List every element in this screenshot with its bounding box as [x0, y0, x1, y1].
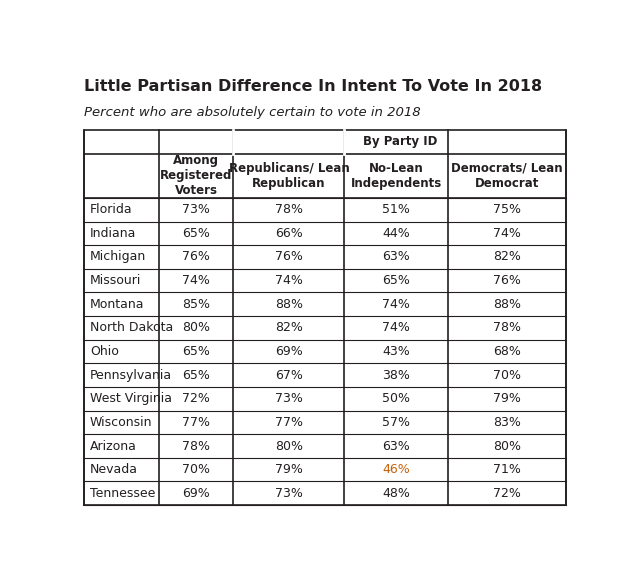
Text: 63%: 63% [382, 250, 410, 263]
Text: 73%: 73% [275, 487, 303, 500]
Text: 65%: 65% [182, 345, 210, 358]
Text: 38%: 38% [382, 369, 410, 382]
Text: Missouri: Missouri [90, 274, 141, 287]
Text: By Party ID: By Party ID [363, 136, 437, 148]
Text: 74%: 74% [382, 321, 410, 335]
Text: 78%: 78% [275, 203, 303, 216]
Text: 72%: 72% [494, 487, 521, 500]
Text: Michigan: Michigan [90, 250, 146, 263]
Text: 79%: 79% [275, 463, 303, 476]
Text: 66%: 66% [275, 227, 303, 240]
Text: Tennessee: Tennessee [90, 487, 155, 500]
Text: 65%: 65% [182, 227, 210, 240]
Text: 57%: 57% [382, 416, 410, 429]
Text: Wisconsin: Wisconsin [90, 416, 152, 429]
Text: 48%: 48% [382, 487, 410, 500]
Text: West Virginia: West Virginia [90, 392, 172, 405]
Text: 73%: 73% [275, 392, 303, 405]
Text: 51%: 51% [382, 203, 410, 216]
Text: 83%: 83% [494, 416, 521, 429]
Text: Democrats/ Lean
Democrat: Democrats/ Lean Democrat [451, 162, 563, 190]
Text: 80%: 80% [493, 439, 521, 453]
Text: 68%: 68% [494, 345, 521, 358]
Text: Republicans/ Lean
Republican: Republicans/ Lean Republican [229, 162, 349, 190]
Text: 70%: 70% [493, 369, 521, 382]
Text: 74%: 74% [382, 298, 410, 311]
Text: 78%: 78% [182, 439, 210, 453]
Text: Florida: Florida [90, 203, 132, 216]
Text: Nevada: Nevada [90, 463, 138, 476]
Text: 76%: 76% [182, 250, 210, 263]
Text: 80%: 80% [182, 321, 210, 335]
Text: 77%: 77% [275, 416, 303, 429]
Text: No-Lean
Independents: No-Lean Independents [351, 162, 442, 190]
Text: 43%: 43% [382, 345, 410, 358]
Text: 82%: 82% [275, 321, 303, 335]
Text: 85%: 85% [182, 298, 210, 311]
Text: Montana: Montana [90, 298, 144, 311]
Text: North Dakota: North Dakota [90, 321, 173, 335]
Text: 65%: 65% [182, 369, 210, 382]
Text: Percent who are absolutely certain to vote in 2018: Percent who are absolutely certain to vo… [84, 105, 420, 119]
Text: Arizona: Arizona [90, 439, 137, 453]
Text: 88%: 88% [275, 298, 303, 311]
Text: 78%: 78% [493, 321, 521, 335]
Text: 63%: 63% [382, 439, 410, 453]
Text: 80%: 80% [275, 439, 303, 453]
Text: 82%: 82% [494, 250, 521, 263]
Text: 71%: 71% [494, 463, 521, 476]
Text: 77%: 77% [182, 416, 210, 429]
Text: 72%: 72% [182, 392, 210, 405]
Text: 46%: 46% [382, 463, 410, 476]
Text: 74%: 74% [494, 227, 521, 240]
Text: 65%: 65% [382, 274, 410, 287]
Text: 75%: 75% [493, 203, 521, 216]
Text: Among
Registered
Voters: Among Registered Voters [160, 154, 232, 197]
Text: 69%: 69% [182, 487, 210, 500]
Text: Little Partisan Difference In Intent To Vote In 2018: Little Partisan Difference In Intent To … [84, 79, 542, 95]
Text: 67%: 67% [275, 369, 303, 382]
Text: 69%: 69% [275, 345, 303, 358]
Text: 79%: 79% [494, 392, 521, 405]
Text: 76%: 76% [494, 274, 521, 287]
Text: 74%: 74% [275, 274, 303, 287]
Text: 74%: 74% [182, 274, 210, 287]
Text: 70%: 70% [182, 463, 210, 476]
Text: Pennsylvania: Pennsylvania [90, 369, 172, 382]
Text: 76%: 76% [275, 250, 303, 263]
Text: 88%: 88% [493, 298, 521, 311]
Text: Ohio: Ohio [90, 345, 119, 358]
Text: Indiana: Indiana [90, 227, 136, 240]
Text: 50%: 50% [382, 392, 410, 405]
Text: 44%: 44% [382, 227, 410, 240]
Text: 73%: 73% [182, 203, 210, 216]
